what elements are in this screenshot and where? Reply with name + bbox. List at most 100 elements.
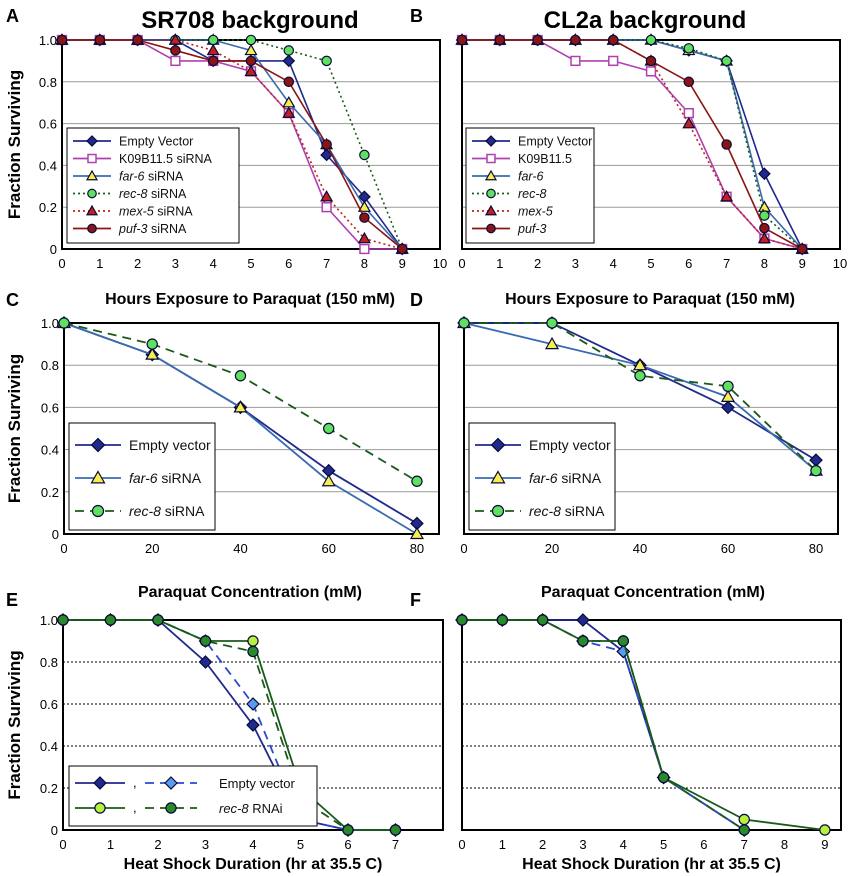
data-point bbox=[645, 55, 657, 67]
x-tick-label: 4 bbox=[210, 256, 217, 271]
data-point bbox=[645, 34, 657, 46]
legend-label: mex-5 bbox=[518, 205, 553, 219]
y-tick-label: 0.8 bbox=[40, 655, 58, 670]
legend: Empty Vector K09B11.5 far-6 rec-8 mex-5 puf-3 bbox=[465, 127, 595, 244]
x-tick-label: 60 bbox=[321, 541, 335, 556]
chart-panel-d: D Hours Exposure to Paraquat (150 mM) 0 20 4… bbox=[410, 290, 839, 556]
chart-panel-e: E Paraquat Concentration (mM) 0 0.2 0.4 0.6 0.… bbox=[5, 584, 444, 873]
data-point bbox=[796, 243, 808, 255]
x-tick-label: 7 bbox=[323, 256, 330, 271]
series-line-0 bbox=[462, 619, 745, 831]
y-tick-label: 0.6 bbox=[39, 117, 57, 132]
x-tick-label: 80 bbox=[809, 541, 823, 556]
data-point bbox=[170, 55, 181, 67]
legend-label-italic: far-6 bbox=[119, 170, 145, 184]
plot-frame bbox=[463, 322, 839, 535]
x-tick-label: 8 bbox=[761, 256, 768, 271]
data-point bbox=[357, 200, 371, 212]
y-tick-label: 0.4 bbox=[39, 158, 57, 173]
data-point bbox=[207, 55, 219, 67]
legend-label-italic: rec-8 bbox=[518, 187, 547, 201]
data-point bbox=[132, 34, 143, 46]
x-tick-label: 3 bbox=[202, 837, 209, 852]
data-point bbox=[357, 231, 371, 244]
chart-title: Hours Exposure to Paraquat (150 mM) bbox=[105, 291, 395, 308]
data-point bbox=[458, 317, 470, 329]
data-point bbox=[757, 231, 771, 244]
data-point bbox=[577, 635, 589, 647]
x-tick-label: 1 bbox=[96, 256, 103, 271]
data-point bbox=[282, 54, 296, 68]
data-point bbox=[546, 317, 558, 329]
x-tick-label: 3 bbox=[572, 256, 579, 271]
data-point bbox=[283, 45, 295, 56]
legend-label: far-6 bbox=[518, 170, 544, 184]
data-point bbox=[722, 380, 734, 392]
legend-label-rest: Empty Vector bbox=[518, 135, 592, 149]
data-point bbox=[634, 370, 646, 382]
x-tick-label: 6 bbox=[700, 837, 707, 852]
data-point bbox=[321, 55, 332, 67]
x-tick-label: 0 bbox=[460, 541, 467, 556]
x-tick-label: 2 bbox=[534, 256, 541, 271]
chart-title: Paraquat Concentration (mM) bbox=[541, 584, 765, 601]
x-tick-label: 9 bbox=[399, 256, 406, 271]
legend-label: far-6 siRNA bbox=[119, 170, 184, 184]
legend-comma: , bbox=[133, 775, 137, 790]
data-point bbox=[244, 64, 258, 77]
chart-title: Hours Exposure to Paraquat (150 mM) bbox=[505, 291, 795, 308]
chart-title: SR708 background bbox=[141, 7, 358, 34]
series-line-2 bbox=[63, 619, 396, 831]
legend-label-rest: K09B11.5 bbox=[518, 152, 572, 166]
y-axis-label: Fraction Surviving bbox=[5, 70, 24, 219]
legend-label-rest: Empty vector bbox=[129, 437, 211, 453]
legend: , Empty vector, rec-8 RNAi bbox=[68, 765, 318, 827]
plot-frame bbox=[461, 619, 842, 831]
data-point bbox=[683, 43, 695, 54]
legend-marker bbox=[485, 135, 497, 147]
legend-label-italic: puf-3 bbox=[517, 222, 547, 236]
y-tick-label: 1.0 bbox=[40, 613, 58, 628]
x-tick-label: 1 bbox=[496, 256, 503, 271]
x-tick-label: 1 bbox=[107, 837, 114, 852]
chart-panel-a: A SR708 background 0 0.2 0.4 0.6 0.8 1.0 Fractio… bbox=[5, 6, 447, 271]
legend-label-italic: far-6 bbox=[529, 470, 558, 486]
chart-panel-b: B CL2a background 0 1 2 3 4 5 6 7 8 9 10 Empty Vector… bbox=[410, 6, 847, 271]
data-point bbox=[721, 139, 732, 150]
panel-letter: C bbox=[6, 290, 19, 310]
data-point bbox=[759, 210, 770, 221]
legend-marker bbox=[85, 169, 99, 181]
legend-box bbox=[465, 127, 595, 244]
x-tick-label: 0 bbox=[58, 256, 65, 271]
data-point bbox=[456, 34, 468, 46]
data-point bbox=[57, 614, 69, 626]
legend-marker bbox=[90, 437, 106, 453]
x-tick-label: 60 bbox=[721, 541, 735, 556]
data-point bbox=[321, 139, 332, 150]
data-point bbox=[246, 697, 260, 711]
data-point bbox=[234, 370, 247, 382]
legend-label: Empty vector bbox=[529, 437, 611, 453]
x-tick-label: 8 bbox=[781, 837, 788, 852]
legend-marker bbox=[491, 504, 505, 518]
legend-label: Empty vector bbox=[129, 437, 211, 453]
legend-label-italic: rec-8 bbox=[119, 187, 148, 201]
data-point bbox=[536, 614, 549, 626]
x-tick-label: 3 bbox=[579, 837, 586, 852]
x-tick-label: 20 bbox=[145, 541, 159, 556]
y-tick-label: 0.8 bbox=[39, 75, 57, 90]
x-tick-label: 20 bbox=[545, 541, 559, 556]
data-point bbox=[247, 635, 259, 647]
legend-label: rec-8 siRNA bbox=[119, 187, 187, 201]
legend-label-rest: Empty vector bbox=[529, 437, 611, 453]
legend-box bbox=[66, 127, 240, 244]
data-point bbox=[244, 43, 258, 56]
x-tick-label: 5 bbox=[660, 837, 667, 852]
x-tick-label: 7 bbox=[741, 837, 748, 852]
data-point bbox=[104, 614, 117, 626]
data-point bbox=[757, 200, 771, 212]
data-point bbox=[323, 422, 335, 435]
legend-marker bbox=[490, 437, 506, 453]
series-line-1 bbox=[462, 619, 745, 831]
